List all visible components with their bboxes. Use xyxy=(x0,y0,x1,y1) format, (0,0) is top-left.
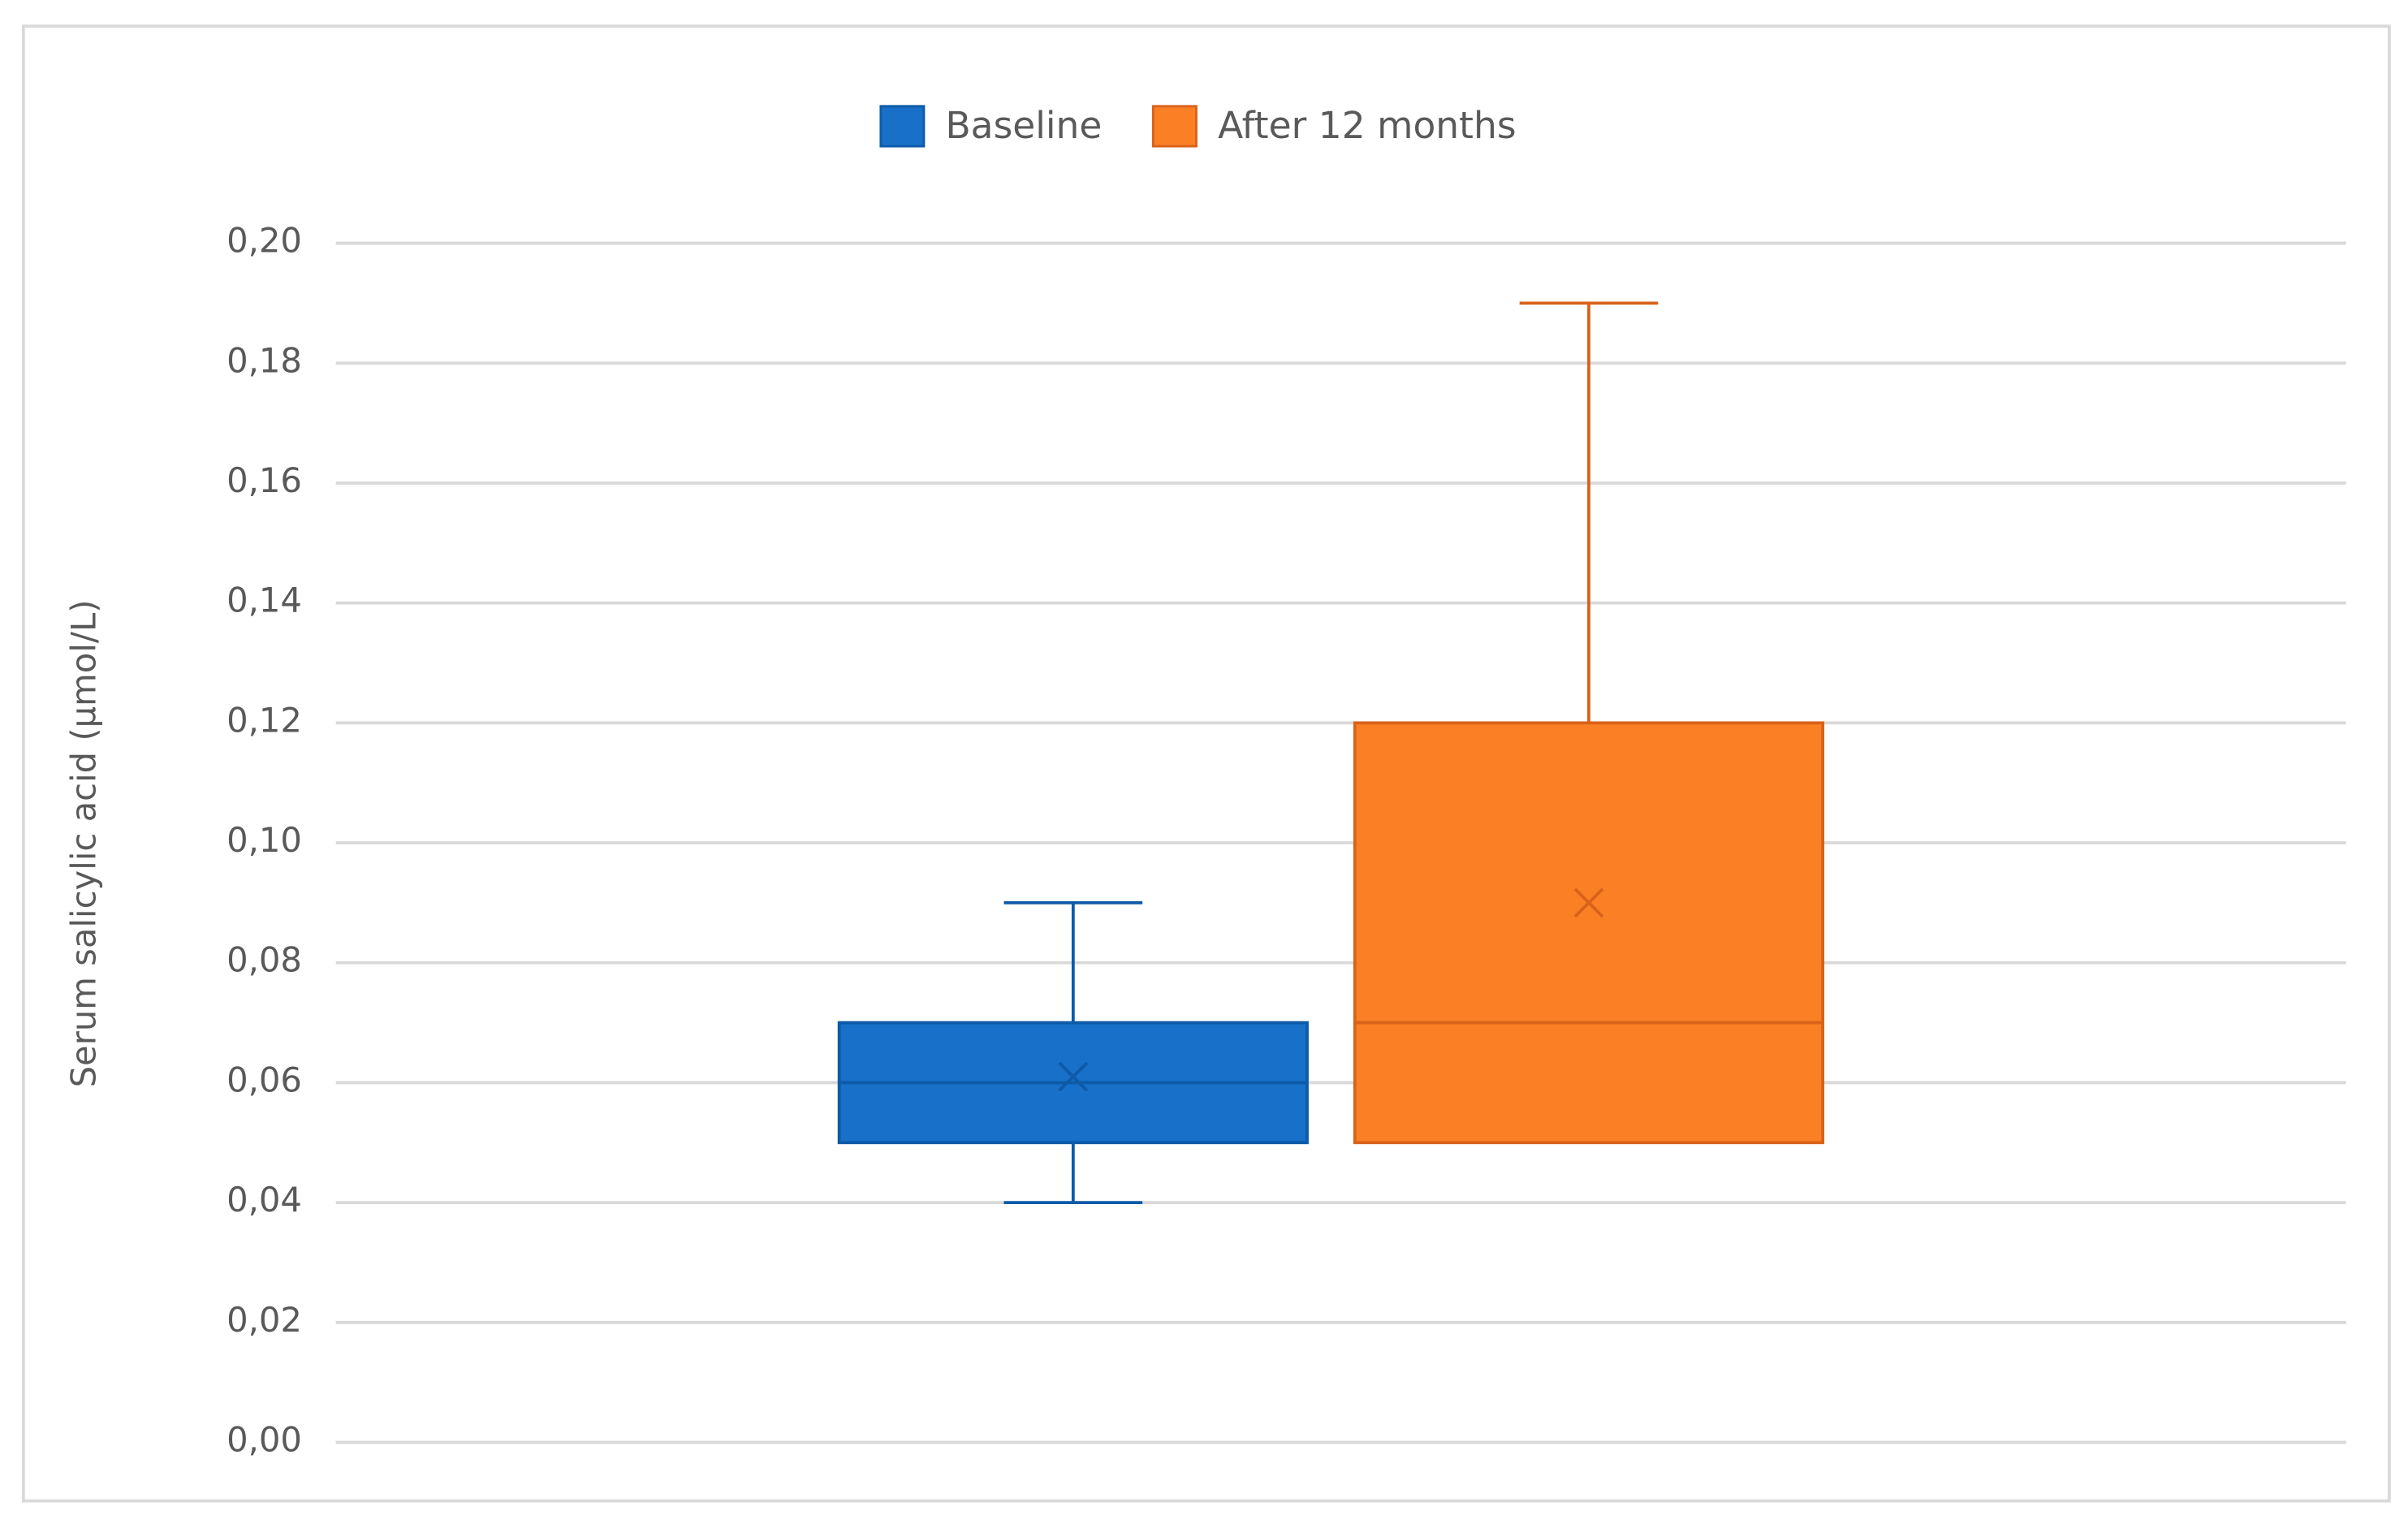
chart-frame xyxy=(21,24,2391,1503)
box xyxy=(1353,721,1825,1145)
y-tick-label: 0,04 xyxy=(227,1180,302,1220)
y-tick-label: 0,08 xyxy=(227,940,302,980)
y-axis-label: Serum salicylic acid (µmol/L) xyxy=(64,600,104,1088)
legend-swatch xyxy=(879,105,926,148)
y-tick-label: 0,02 xyxy=(227,1300,302,1340)
y-tick-label: 0,16 xyxy=(227,460,302,500)
mean-marker xyxy=(1058,1061,1089,1092)
legend-label: After 12 months xyxy=(1218,104,1516,147)
legend-swatch xyxy=(1152,105,1198,148)
y-tick-label: 0,12 xyxy=(227,700,302,740)
y-tick-label: 0,14 xyxy=(227,581,302,620)
y-tick-label: 0,20 xyxy=(227,221,302,261)
y-tick-label: 0,00 xyxy=(227,1420,302,1460)
legend-label: Baseline xyxy=(945,104,1102,147)
y-tick-label: 0,06 xyxy=(227,1060,302,1099)
y-tick-label: 0,10 xyxy=(227,820,302,860)
y-tick-label: 0,18 xyxy=(227,340,302,380)
mean-marker xyxy=(1573,887,1604,918)
